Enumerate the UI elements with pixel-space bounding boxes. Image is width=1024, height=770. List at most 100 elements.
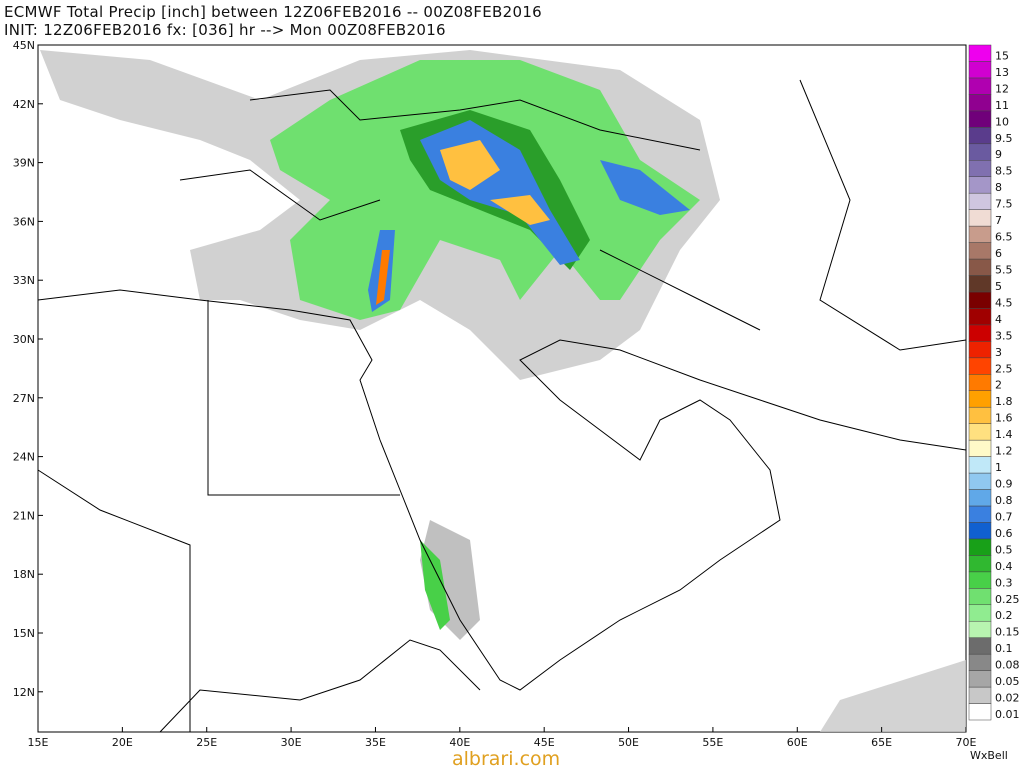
colorbar-swatch bbox=[968, 44, 992, 62]
colorbar-swatch bbox=[968, 127, 992, 145]
colorbar-swatch bbox=[968, 571, 992, 589]
lat-label: 36N bbox=[13, 215, 35, 228]
colorbar-swatch bbox=[968, 406, 992, 424]
colorbar-swatch bbox=[968, 308, 992, 326]
lat-label: 12N bbox=[13, 686, 35, 699]
colorbar-swatch bbox=[968, 209, 992, 227]
colorbar-swatch bbox=[968, 555, 992, 573]
lon-label: 15E bbox=[28, 736, 49, 749]
title-line: ECMWF Total Precip [inch] between 12Z06F… bbox=[4, 3, 543, 21]
colorbar-swatch bbox=[968, 538, 992, 556]
lon-label: 60E bbox=[787, 736, 808, 749]
colorbar-label: 8.5 bbox=[995, 165, 1013, 178]
colorbar-label: 0.6 bbox=[995, 527, 1013, 540]
watermark: albrari.com bbox=[452, 748, 561, 770]
colorbar-swatch bbox=[968, 703, 992, 721]
colorbar-swatch bbox=[968, 637, 992, 655]
colorbar-swatch bbox=[968, 258, 992, 276]
colorbar-swatch bbox=[968, 439, 992, 457]
colorbar-label: 10 bbox=[995, 115, 1009, 128]
colorbar-label: 4 bbox=[995, 313, 1002, 326]
colorbar-swatch bbox=[968, 94, 992, 112]
colorbar-swatch bbox=[968, 275, 992, 293]
colorbar-label: 0.9 bbox=[995, 478, 1013, 491]
colorbar-swatch bbox=[968, 588, 992, 606]
colorbar-swatch bbox=[968, 357, 992, 375]
colorbar-label: 5.5 bbox=[995, 263, 1013, 276]
colorbar-swatch bbox=[968, 110, 992, 128]
colorbar-swatch bbox=[968, 489, 992, 507]
colorbar-swatch bbox=[968, 423, 992, 441]
colorbar-swatch bbox=[968, 374, 992, 391]
colorbar-label: 2.5 bbox=[995, 362, 1013, 375]
lon-label: 20E bbox=[112, 736, 133, 749]
colorbar-label: 0.01 bbox=[995, 708, 1020, 721]
colorbar-swatch bbox=[968, 77, 992, 95]
colorbar-label: 2 bbox=[995, 379, 1002, 392]
brand: WxBell bbox=[970, 749, 1008, 762]
lon-label: 65E bbox=[871, 736, 892, 749]
colorbar-label: 0.15 bbox=[995, 626, 1020, 639]
colorbar-label: 6.5 bbox=[995, 231, 1013, 244]
colorbar-label: 0.08 bbox=[995, 659, 1020, 672]
colorbar-swatch bbox=[968, 192, 992, 210]
colorbar-label: 1.4 bbox=[995, 428, 1013, 441]
colorbar-label: 1.8 bbox=[995, 395, 1013, 408]
colorbar-swatch bbox=[968, 620, 992, 638]
colorbar-label: 3 bbox=[995, 346, 1002, 359]
lat-label: 27N bbox=[13, 392, 35, 405]
colorbar-label: 9 bbox=[995, 148, 1002, 161]
colorbar-label: 0.8 bbox=[995, 494, 1013, 507]
coastlines bbox=[37, 79, 967, 733]
colorbar-label: 7.5 bbox=[995, 198, 1013, 211]
colorbar-swatch bbox=[968, 505, 992, 523]
colorbar-swatch bbox=[968, 456, 992, 474]
lat-label: 33N bbox=[13, 274, 35, 287]
colorbar-label: 0.4 bbox=[995, 560, 1013, 573]
colorbar-swatch bbox=[968, 653, 992, 671]
colorbar-label: 0.5 bbox=[995, 543, 1013, 556]
colorbar-swatch bbox=[968, 159, 992, 177]
colorbar-swatch bbox=[968, 176, 992, 194]
colorbar-label: 15 bbox=[995, 49, 1009, 62]
colorbar-label: 0.3 bbox=[995, 576, 1013, 589]
lon-label: 30E bbox=[281, 736, 302, 749]
colorbar-label: 0.02 bbox=[995, 692, 1020, 705]
lat-label: 30N bbox=[13, 333, 35, 346]
precip-field bbox=[40, 50, 966, 732]
colorbar-label: 5 bbox=[995, 280, 1002, 293]
colorbar-label: 1.2 bbox=[995, 445, 1013, 458]
colorbar-swatch bbox=[968, 341, 992, 359]
lat-label: 15N bbox=[13, 627, 35, 640]
lon-label: 25E bbox=[196, 736, 217, 749]
colorbar-label: 4.5 bbox=[995, 296, 1013, 309]
colorbar-label: 0.05 bbox=[995, 675, 1020, 688]
colorbar-swatch bbox=[968, 686, 992, 704]
colorbar-label: 9.5 bbox=[995, 132, 1013, 145]
colorbar-label: 11 bbox=[995, 99, 1009, 112]
colorbar-swatch bbox=[968, 670, 992, 688]
colorbar-swatch bbox=[968, 143, 992, 161]
lon-label: 50E bbox=[618, 736, 639, 749]
lat-label: 45N bbox=[13, 39, 35, 52]
colorbar-swatch bbox=[968, 242, 992, 260]
colorbar-label: 1 bbox=[995, 461, 1002, 474]
colorbar-swatch bbox=[968, 324, 992, 342]
colorbar-label: 0.7 bbox=[995, 510, 1013, 523]
colorbar-label: 0.2 bbox=[995, 609, 1013, 622]
colorbar-swatch bbox=[968, 291, 992, 309]
colorbar-swatch bbox=[968, 472, 992, 490]
lat-label: 42N bbox=[13, 98, 35, 111]
lat-label: 21N bbox=[13, 509, 35, 522]
colorbar-swatch bbox=[968, 225, 992, 243]
title-line: INIT: 12Z06FEB2016 fx: [036] hr --> Mon … bbox=[4, 21, 446, 39]
lon-label: 70E bbox=[956, 736, 977, 749]
lon-label: 35E bbox=[365, 736, 386, 749]
lon-label: 55E bbox=[702, 736, 723, 749]
colorbar-swatch bbox=[968, 61, 992, 79]
colorbar-label: 3.5 bbox=[995, 329, 1013, 342]
colorbar-label: 7 bbox=[995, 214, 1002, 227]
colorbar-swatch bbox=[968, 522, 992, 540]
